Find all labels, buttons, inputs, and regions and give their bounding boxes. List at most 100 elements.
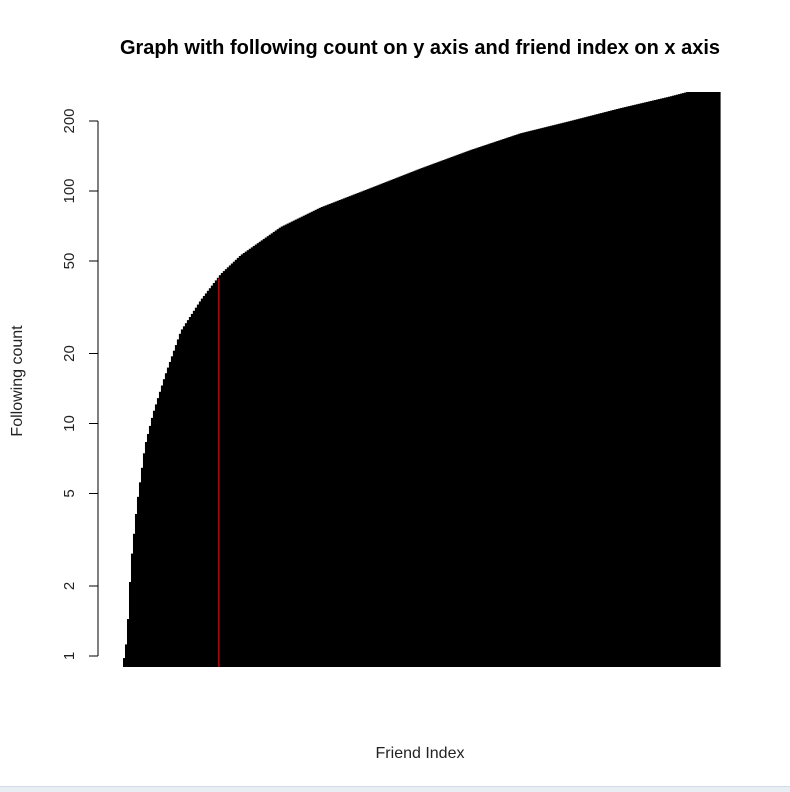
bar [150, 417, 154, 667]
bar [484, 145, 487, 667]
bar [140, 467, 144, 667]
bar [690, 92, 693, 667]
bar [558, 123, 561, 667]
bar [294, 219, 298, 667]
bar [342, 198, 346, 668]
bar [404, 174, 408, 667]
bar [674, 95, 677, 668]
bar [444, 159, 448, 667]
chart-title: Graph with following count on y axis and… [120, 37, 720, 59]
bar [708, 92, 711, 667]
bar [164, 373, 168, 667]
bar [530, 130, 533, 667]
bar [454, 155, 458, 667]
bar [188, 317, 192, 667]
bar [518, 133, 521, 668]
bar [446, 158, 450, 667]
bar [706, 92, 709, 667]
bar [123, 658, 126, 667]
bar [344, 197, 348, 667]
bar [534, 129, 537, 667]
bar [302, 215, 306, 668]
bar [242, 252, 246, 668]
bar [136, 496, 140, 667]
bar [504, 138, 507, 668]
bar [232, 261, 236, 667]
bar [426, 165, 430, 667]
bar [628, 106, 631, 668]
bar [356, 193, 360, 668]
bar [528, 131, 531, 667]
bar [272, 231, 276, 668]
bar [160, 385, 164, 667]
bar [552, 125, 555, 667]
bar [544, 127, 547, 668]
bar [240, 254, 244, 667]
bar [656, 99, 659, 667]
bar [424, 166, 428, 667]
y-tick-label: 200 [61, 108, 78, 133]
bar [320, 207, 324, 667]
bar [680, 93, 683, 668]
bar [712, 92, 715, 667]
bar [318, 207, 322, 667]
bar [532, 130, 535, 667]
bar [574, 119, 577, 668]
bar [604, 112, 607, 668]
bar [368, 188, 372, 667]
bar [626, 106, 629, 667]
bar [430, 164, 434, 667]
bar [386, 181, 390, 668]
bar [148, 425, 152, 667]
bar [610, 110, 613, 667]
bar [288, 222, 292, 667]
y-tick-label: 1 [61, 652, 78, 660]
bar [566, 121, 569, 668]
bar [436, 162, 440, 667]
bar [380, 183, 384, 667]
bar [554, 124, 557, 667]
bar [322, 206, 326, 668]
bar [208, 288, 212, 667]
bar [176, 339, 180, 667]
bar [400, 175, 404, 667]
bar [384, 182, 388, 667]
bar [616, 108, 619, 668]
bar [636, 104, 639, 668]
bar [364, 189, 368, 667]
bar [238, 256, 242, 667]
bar [258, 241, 262, 667]
bar [622, 107, 625, 667]
bar [458, 154, 462, 668]
bar [704, 92, 707, 667]
bar [252, 245, 256, 667]
bar [200, 298, 204, 667]
bar [230, 263, 234, 667]
bar [250, 247, 254, 667]
bar [280, 226, 284, 667]
bar [128, 582, 132, 667]
bar [126, 619, 130, 667]
bar [462, 152, 466, 667]
bar [194, 307, 198, 667]
bar [686, 92, 689, 668]
bar [660, 98, 663, 667]
bar [292, 220, 296, 667]
bar [490, 143, 493, 667]
bar [226, 267, 230, 667]
y-tick-label: 10 [61, 415, 78, 432]
bar [550, 125, 553, 667]
y-tick-label: 5 [61, 489, 78, 497]
bar [620, 107, 623, 668]
bar [562, 122, 565, 668]
bar [270, 233, 274, 667]
bar [182, 326, 186, 667]
bar [382, 182, 386, 668]
bar [500, 139, 503, 667]
bar [694, 92, 697, 667]
bar [654, 99, 657, 668]
bar [536, 129, 539, 667]
bar [698, 92, 701, 667]
bar [390, 179, 394, 668]
bar [206, 290, 210, 667]
